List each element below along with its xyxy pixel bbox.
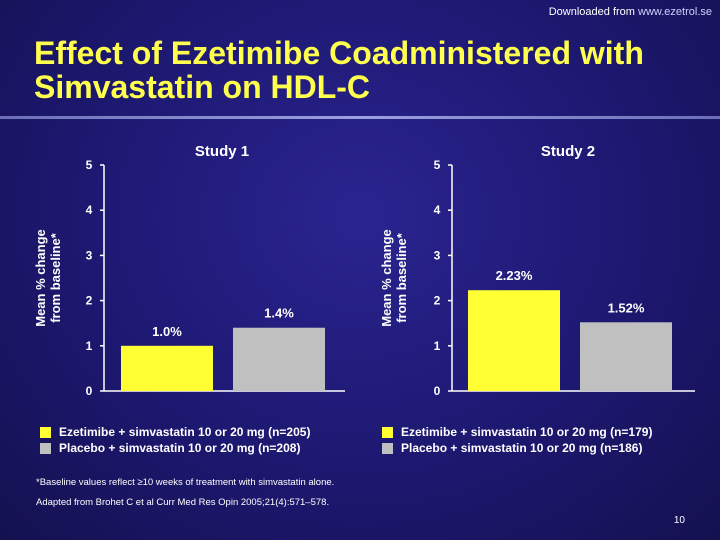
study2-bar-ezetimibe [468,290,560,391]
study2-y-tick-label: 0 [434,384,441,398]
footnote-source: Adapted from Brohet C et al Curr Med Res… [36,497,330,508]
study2-bar-placebo [580,322,672,391]
study1-bar-ezetimibe [121,345,213,391]
study1-legend: Ezetimibe + simvastatin 10 or 20 mg (n=2… [40,424,310,456]
study2-legend-label-ezetimibe: Ezetimibe + simvastatin 10 or 20 mg (n=1… [401,425,653,439]
study2-y-tick-label: 2 [434,294,441,308]
study1-bar-placebo [233,327,325,391]
study1-y-tick-label: 4 [86,203,93,217]
downloaded-url[interactable]: www.ezetrol.se [638,6,712,18]
study2-legend-item-placebo: Placebo + simvastatin 10 or 20 mg (n=186… [382,440,652,456]
study2-legend-label-placebo: Placebo + simvastatin 10 or 20 mg (n=186… [401,441,643,455]
study2-y-axis-label: Mean % changefrom baseline* [379,229,409,327]
study1-y-tick-label: 0 [86,384,93,398]
study1-bar-label-ezetimibe: 1.0% [152,324,182,339]
study1-y-axis-label: Mean % changefrom baseline* [33,229,63,327]
study2-legend: Ezetimibe + simvastatin 10 or 20 mg (n=1… [382,424,652,456]
study2-y-tick-label: 5 [434,158,441,172]
study1-y-tick-label: 5 [86,158,93,172]
study1-bar-label-placebo: 1.4% [264,306,294,321]
study1-y-tick-label: 1 [86,339,93,353]
study2-y-tick-label: 4 [434,203,441,217]
study1-legend-item-ezetimibe: Ezetimibe + simvastatin 10 or 20 mg (n=2… [40,424,310,440]
footnote-baseline: *Baseline values reflect ≥10 weeks of tr… [36,477,335,488]
legend-swatch-yellow [40,426,51,438]
study1-y-tick-label: 2 [86,294,93,308]
study2-y-tick-label: 1 [434,339,441,353]
study2-y-tick-label: 3 [434,248,441,262]
study2-bar-label-ezetimibe: 2.23% [496,268,533,283]
study1-y-tick-label: 3 [86,248,93,262]
downloaded-prefix: Downloaded from [548,6,635,18]
legend-swatch-gray [382,442,393,454]
study1-legend-label-placebo: Placebo + simvastatin 10 or 20 mg (n=208… [59,441,301,455]
study2-title: Study 2 [541,143,595,160]
legend-swatch-yellow [382,426,393,438]
study1-title: Study 1 [195,143,249,160]
study2-bar-label-placebo: 1.52% [608,300,645,315]
title-divider [0,116,720,119]
study2-legend-item-ezetimibe: Ezetimibe + simvastatin 10 or 20 mg (n=1… [382,424,652,440]
page-number: 10 [673,515,685,526]
downloaded-from-note: Downloaded from www.ezetrol.se [549,6,712,18]
study1-legend-label-ezetimibe: Ezetimibe + simvastatin 10 or 20 mg (n=2… [59,425,311,439]
study1-legend-item-placebo: Placebo + simvastatin 10 or 20 mg (n=208… [40,440,310,456]
legend-swatch-gray [40,442,51,454]
slide-title: Effect of Ezetimibe Coadministered with … [34,35,644,105]
